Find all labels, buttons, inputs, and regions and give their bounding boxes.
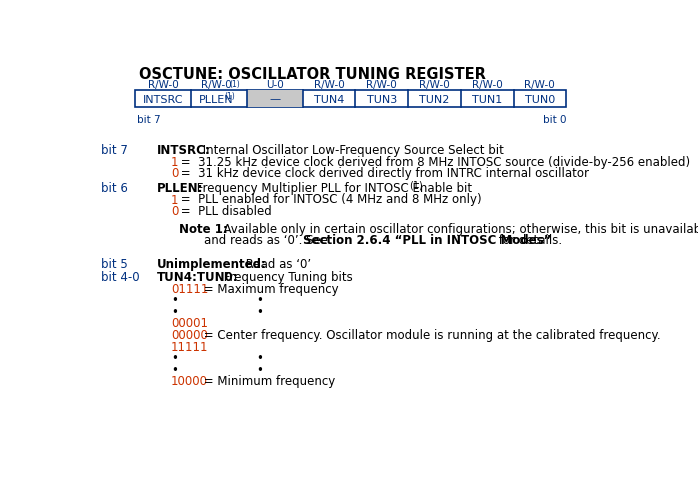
- Text: •: •: [171, 294, 178, 308]
- Text: Section 2.6.4 “PLL in INTOSC Modes”: Section 2.6.4 “PLL in INTOSC Modes”: [302, 234, 551, 248]
- Bar: [135, 90, 566, 107]
- Text: bit 0: bit 0: [543, 115, 566, 125]
- Bar: [247, 90, 303, 107]
- Text: Read as ‘0’: Read as ‘0’: [242, 258, 311, 271]
- Text: TUN4:TUN0:: TUN4:TUN0:: [157, 271, 239, 284]
- Text: TUN2: TUN2: [419, 95, 450, 105]
- Text: •: •: [256, 306, 263, 319]
- Text: (1): (1): [225, 92, 235, 101]
- Text: 00000: 00000: [171, 329, 208, 342]
- Text: bit 7: bit 7: [101, 144, 128, 157]
- Text: PLLEN:: PLLEN:: [157, 182, 204, 195]
- Text: INTSRC:: INTSRC:: [157, 144, 211, 157]
- Text: 00001: 00001: [171, 317, 208, 330]
- Text: (1): (1): [409, 181, 423, 190]
- Text: (1): (1): [230, 80, 241, 89]
- Text: •: •: [256, 364, 263, 376]
- Text: •: •: [171, 306, 178, 319]
- Text: TUN1: TUN1: [472, 95, 503, 105]
- Text: R/W-0: R/W-0: [366, 80, 397, 90]
- Text: R/W-0: R/W-0: [201, 80, 232, 90]
- Text: Frequency Tuning bits: Frequency Tuning bits: [221, 271, 353, 284]
- Text: TUN3: TUN3: [366, 95, 397, 105]
- Text: =  PLL disabled: = PLL disabled: [177, 205, 272, 218]
- Text: PLLEN: PLLEN: [199, 95, 233, 105]
- Text: OSCTUNE: OSCILLATOR TUNING REGISTER: OSCTUNE: OSCILLATOR TUNING REGISTER: [139, 67, 486, 82]
- Text: = Maximum frequency: = Maximum frequency: [200, 283, 339, 296]
- Text: 1: 1: [171, 156, 179, 169]
- Text: U-0: U-0: [266, 80, 283, 90]
- Text: TUN4: TUN4: [314, 95, 344, 105]
- Text: R/W-0: R/W-0: [472, 80, 503, 90]
- Text: •: •: [256, 352, 263, 365]
- Text: Available only in certain oscillator configurations; otherwise, this bit is unav: Available only in certain oscillator con…: [216, 223, 698, 236]
- Text: 0: 0: [171, 205, 178, 218]
- Text: R/W-0: R/W-0: [313, 80, 344, 90]
- Text: •: •: [171, 364, 178, 376]
- Text: bit 5: bit 5: [101, 258, 128, 271]
- Text: R/W-0: R/W-0: [524, 80, 555, 90]
- Text: —: —: [269, 95, 281, 105]
- Text: Note 1:: Note 1:: [179, 223, 228, 236]
- Text: INTSRC: INTSRC: [143, 95, 184, 105]
- Text: = Center frequency. Oscillator module is running at the calibrated frequency.: = Center frequency. Oscillator module is…: [200, 329, 660, 342]
- Text: 0: 0: [171, 167, 178, 181]
- Text: R/W-0: R/W-0: [419, 80, 450, 90]
- Text: = Minimum frequency: = Minimum frequency: [200, 375, 335, 388]
- Text: =  31 kHz device clock derived directly from INTRC internal oscillator: = 31 kHz device clock derived directly f…: [177, 167, 588, 181]
- Text: 1: 1: [171, 193, 179, 206]
- Text: •: •: [171, 352, 178, 365]
- Text: bit 7: bit 7: [137, 115, 161, 125]
- Text: Frequency Multiplier PLL for INTOSC Enable bit: Frequency Multiplier PLL for INTOSC Enab…: [193, 182, 472, 195]
- Text: bit 6: bit 6: [101, 182, 128, 195]
- Text: R/W-0: R/W-0: [148, 80, 179, 90]
- Text: 10000: 10000: [171, 375, 208, 388]
- Text: bit 4-0: bit 4-0: [101, 271, 140, 284]
- Text: for details.: for details.: [495, 234, 562, 248]
- Text: =  31.25 kHz device clock derived from 8 MHz INTOSC source (divide-by-256 enable: = 31.25 kHz device clock derived from 8 …: [177, 156, 690, 169]
- Text: 11111: 11111: [171, 341, 209, 354]
- Text: Unimplemented:: Unimplemented:: [157, 258, 267, 271]
- Text: TUN0: TUN0: [525, 95, 555, 105]
- Text: 01111: 01111: [171, 283, 208, 296]
- Text: and reads as ‘0’. See: and reads as ‘0’. See: [204, 234, 332, 248]
- Text: •: •: [256, 294, 263, 308]
- Text: Internal Oscillator Low-Frequency Source Select bit: Internal Oscillator Low-Frequency Source…: [199, 144, 503, 157]
- Text: =  PLL enabled for INTOSC (4 MHz and 8 MHz only): = PLL enabled for INTOSC (4 MHz and 8 MH…: [177, 193, 482, 206]
